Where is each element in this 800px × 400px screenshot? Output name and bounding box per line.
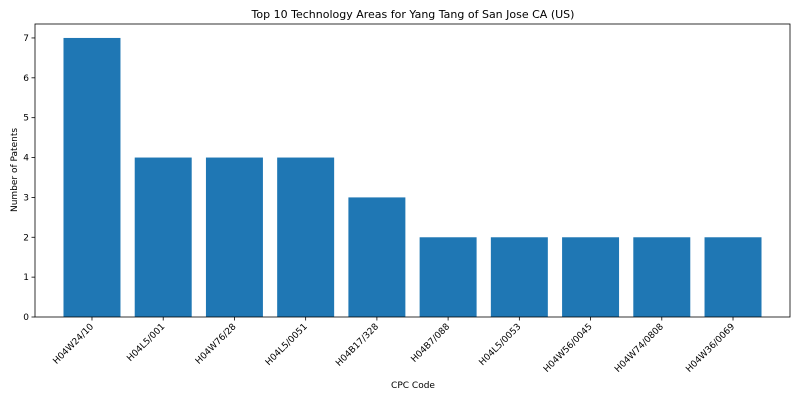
y-tick-label: 0 bbox=[23, 313, 29, 323]
chart-title: Top 10 Technology Areas for Yang Tang of… bbox=[251, 8, 575, 21]
bar-h04w36-0069 bbox=[705, 237, 762, 317]
x-tick-label: H04L5/001 bbox=[125, 322, 167, 364]
y-tick-label: 2 bbox=[23, 233, 29, 243]
x-tick-label: H04B17/328 bbox=[334, 322, 381, 369]
bar-h04l5-0053 bbox=[491, 237, 548, 317]
y-tick-label: 5 bbox=[23, 114, 29, 124]
bar-h04l5-0051 bbox=[277, 158, 334, 317]
bars-layer bbox=[63, 38, 761, 317]
x-tick-label: H04W36/0069 bbox=[684, 322, 737, 375]
bar-h04w76-28 bbox=[206, 158, 263, 317]
bar-h04b17-328 bbox=[348, 197, 405, 317]
x-tick-label: H04W56/0045 bbox=[542, 322, 595, 375]
y-axis-label: Number of Patents bbox=[10, 128, 20, 212]
x-axis-ticks: H04W24/10 H04L5/001 H04W76/28 H04L5/0051 H04… bbox=[52, 317, 738, 375]
y-tick-label: 3 bbox=[23, 193, 29, 203]
x-axis-label: CPC Code bbox=[391, 381, 435, 391]
y-tick-label: 1 bbox=[23, 273, 29, 283]
x-tick-label: H04W76/28 bbox=[194, 322, 239, 367]
y-tick-label: 4 bbox=[23, 154, 29, 164]
x-tick-label: H04W74/0808 bbox=[613, 322, 666, 375]
y-tick-label: 6 bbox=[23, 74, 29, 84]
bar-h04w74-0808 bbox=[633, 237, 690, 317]
bar-h04b7-088 bbox=[420, 237, 477, 317]
x-tick-label: H04L5/0051 bbox=[264, 322, 310, 368]
y-axis-ticks: 0 1 2 3 4 5 6 7 bbox=[23, 34, 35, 323]
bar-h04l5-001 bbox=[135, 158, 192, 317]
y-tick-label: 7 bbox=[23, 34, 29, 44]
x-tick-label: H04W24/10 bbox=[52, 322, 97, 367]
x-tick-label: H04B7/088 bbox=[410, 322, 453, 365]
bar-h04w56-0045 bbox=[562, 237, 619, 317]
x-tick-label: H04L5/0053 bbox=[478, 322, 524, 368]
bar-h04w24-10 bbox=[63, 38, 120, 317]
